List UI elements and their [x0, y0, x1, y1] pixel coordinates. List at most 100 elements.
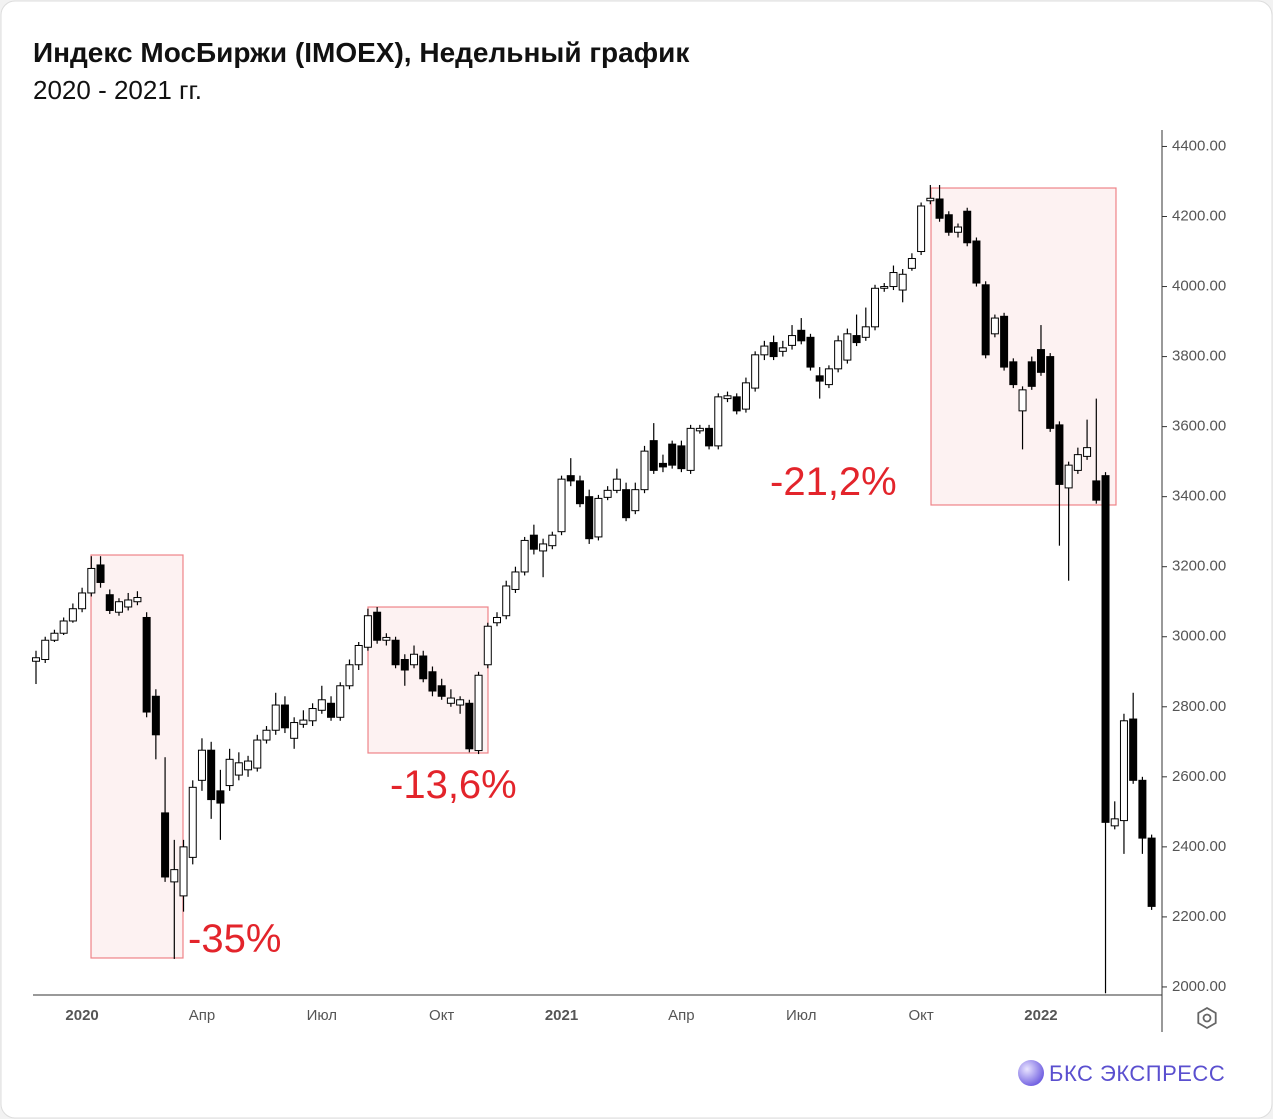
candle-body [1129, 718, 1138, 781]
candle-body [1110, 818, 1119, 827]
candle-body [806, 336, 815, 368]
candle-body [760, 345, 769, 356]
chart-subtitle: 2020 - 2021 гг. [33, 75, 202, 105]
y-tick-label: 4200.00 [1172, 207, 1226, 224]
candle-body [981, 284, 990, 356]
candle-body [834, 340, 843, 370]
candle-body [990, 317, 999, 335]
candle-body [225, 758, 234, 787]
candle-body [824, 368, 833, 386]
candle-body [419, 655, 428, 680]
candle-body [96, 564, 105, 583]
candle-body [714, 396, 723, 447]
y-tick-label: 3800.00 [1172, 348, 1226, 365]
candle-body [290, 722, 299, 739]
candle-body [751, 354, 760, 389]
candle-body [50, 632, 59, 641]
candle-body [32, 657, 40, 662]
candle-body [871, 287, 880, 328]
candle-body [640, 450, 649, 491]
y-tick-label: 2400.00 [1172, 838, 1226, 855]
candle-body [732, 396, 741, 412]
candle-body [686, 427, 695, 471]
candle-body [216, 790, 225, 804]
candle-body [78, 592, 87, 610]
candle-body [1000, 315, 1009, 368]
candle-body [446, 697, 455, 704]
candle-body [382, 636, 391, 641]
candle-body [963, 210, 972, 244]
candle-body [585, 496, 594, 540]
candle-body [428, 671, 437, 692]
candle-body [566, 475, 575, 482]
candle-body [114, 601, 123, 613]
candle-body [594, 497, 603, 538]
candle-body [935, 198, 944, 219]
y-tick-label: 4000.00 [1172, 278, 1226, 295]
candle-body [400, 659, 409, 671]
candle-body [815, 375, 824, 382]
candle-body [1064, 464, 1073, 489]
candle-body [1083, 447, 1092, 457]
settings-icon[interactable] [1197, 1006, 1217, 1030]
candle-body [483, 625, 492, 666]
x-tick-label: 2021 [545, 1007, 578, 1024]
candle-body [1073, 454, 1082, 471]
candle-body [843, 333, 852, 361]
candle-body [105, 594, 114, 611]
candle-body [133, 597, 142, 603]
candle-body [502, 585, 511, 617]
candle-body [280, 704, 289, 729]
candle-body [1101, 475, 1110, 823]
candle-body [253, 739, 262, 769]
candle-body [529, 534, 538, 550]
candle-body [207, 749, 216, 801]
x-tick-label: Июл [307, 1007, 337, 1024]
candle-body [41, 639, 50, 661]
candle-body [151, 695, 160, 736]
x-tick-label: Окт [429, 1007, 454, 1024]
candle-body [1046, 356, 1055, 429]
y-tick-label: 3000.00 [1172, 628, 1226, 645]
y-tick-label: 2800.00 [1172, 698, 1226, 715]
candle-body [1027, 361, 1036, 387]
candle-body [124, 599, 133, 608]
candle-body [898, 273, 907, 291]
candle-body [852, 335, 861, 344]
candle-body [1018, 389, 1027, 412]
candle-body [197, 749, 206, 781]
x-tick-label: Апр [668, 1007, 694, 1024]
candle-body [1055, 424, 1064, 485]
candle-body [695, 427, 704, 432]
candle-body [465, 702, 474, 750]
candle-body [1009, 361, 1018, 386]
y-tick-label: 3200.00 [1172, 558, 1226, 575]
candle-body [354, 644, 363, 666]
candle-body [926, 197, 935, 202]
candle-body [474, 674, 483, 752]
candle-body [317, 699, 326, 711]
candle-body [234, 762, 243, 776]
candle-body [1147, 837, 1156, 907]
candle-body [1036, 349, 1045, 373]
candle-body [944, 214, 953, 233]
candle-body [511, 571, 520, 590]
candle-body [907, 258, 916, 269]
candle-body [972, 240, 981, 284]
candle-body [1092, 480, 1101, 501]
y-tick-label: 3600.00 [1172, 418, 1226, 435]
annotation: -35% [188, 917, 281, 961]
x-tick-label: Июл [786, 1007, 816, 1024]
candle-body [179, 846, 188, 897]
candle-body [170, 869, 179, 883]
candle-body [741, 382, 750, 410]
candle-body [456, 699, 465, 706]
y-tick-label: 2600.00 [1172, 768, 1226, 785]
chart-title: Индекс МосБиржи (IMOEX), Недельный графи… [33, 37, 690, 68]
candle-body [262, 729, 271, 741]
candle-body [1138, 779, 1147, 839]
candle-body [142, 616, 151, 713]
candle-body [68, 608, 77, 622]
